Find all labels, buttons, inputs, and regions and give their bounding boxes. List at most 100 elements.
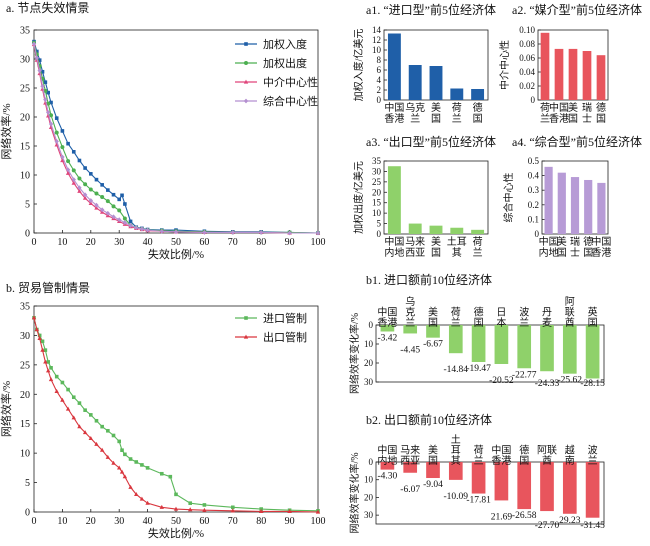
bar <box>596 55 606 100</box>
data-point <box>66 387 70 392</box>
data-point <box>60 129 65 133</box>
category-label: 美 <box>428 306 438 319</box>
data-point <box>83 166 87 170</box>
x-tick-label: 香港 <box>549 113 569 125</box>
bar <box>403 325 418 334</box>
legend-marker <box>243 79 249 84</box>
x-tick-label: 50 <box>171 516 181 527</box>
x-tick-label: 10 <box>57 237 67 248</box>
x-tick-label: 中国 <box>384 101 404 114</box>
data-point <box>43 80 48 84</box>
legend-label: 加权入度 <box>263 37 307 51</box>
data-point <box>105 199 110 204</box>
data-point <box>82 430 88 435</box>
bar <box>585 462 600 518</box>
data-point <box>60 154 65 160</box>
line-chart-b: 0 10 20 30 40 50 60 70 80 90 100 0 5 10 15 20 25 30 35 失效比例… <box>0 302 326 541</box>
x-tick-label: 40 <box>143 237 153 248</box>
category-label: 麦 <box>542 317 552 329</box>
category-label: 越 <box>565 444 575 457</box>
data-point <box>111 433 116 438</box>
x-tick-label: 香港 <box>384 113 404 125</box>
data-point <box>43 348 48 352</box>
y-tick-label: 0.06 <box>519 53 535 63</box>
y-tick-label: 0.5 <box>528 156 540 166</box>
bar <box>380 325 395 332</box>
category-label: 国 <box>519 455 529 467</box>
data-point <box>117 208 122 213</box>
category-label: 联 <box>565 307 575 319</box>
x-tick-label: 80 <box>256 516 266 527</box>
legend-label: 进口管制 <box>263 311 307 325</box>
x-tick-label: 60 <box>199 237 209 248</box>
y-tick-label: 35 <box>20 26 30 37</box>
data-point <box>48 377 54 382</box>
data-point <box>54 388 59 393</box>
category-label: 国 <box>428 455 438 467</box>
data-point <box>77 176 82 181</box>
x-tick-label: 士 <box>582 112 592 125</box>
y-tick-label: 5 <box>25 478 30 489</box>
bar <box>562 325 577 374</box>
data-point <box>105 454 111 459</box>
y-tick-label: 20 <box>20 113 30 124</box>
data-point <box>65 406 71 411</box>
data-point <box>139 496 145 501</box>
y-tick-label: 0.1 <box>528 214 539 224</box>
x-tick-label: 荷 <box>540 102 550 114</box>
x-tick-label: 30 <box>114 516 124 527</box>
data-point <box>111 214 116 220</box>
x-tick-label: 70 <box>228 516 238 527</box>
data-point <box>71 395 76 400</box>
bar <box>584 179 593 234</box>
data-point <box>43 88 48 93</box>
data-point <box>54 374 59 379</box>
data-point <box>83 408 87 412</box>
category-label: 日 <box>496 308 506 319</box>
category-label: 兰 <box>519 316 529 329</box>
data-point <box>128 223 133 228</box>
category-label: 德 <box>474 306 484 319</box>
series-line <box>33 317 319 513</box>
x-tick-label: 90 <box>285 237 295 248</box>
data-point <box>31 315 37 320</box>
data-point <box>173 229 179 235</box>
data-point <box>122 216 127 221</box>
y-axis-label: 加权入度/亿美元 <box>352 29 365 102</box>
y-tick-label: 10 <box>364 339 374 349</box>
data-point <box>134 225 139 231</box>
data-point <box>60 397 65 402</box>
y-tick-label: 2 <box>377 85 382 95</box>
x-tick-label: 80 <box>256 237 266 248</box>
legend-marker <box>244 316 248 320</box>
y-tick-label: 30 <box>20 331 30 342</box>
x-tick-label: 0 <box>32 237 37 248</box>
data-label: -20.52 <box>489 376 514 386</box>
data-point <box>202 503 207 507</box>
y-tick-label: 30 <box>372 166 382 176</box>
data-point <box>119 469 125 474</box>
data-label: -24.33 <box>535 379 560 389</box>
category-label: 本 <box>496 316 506 329</box>
data-point <box>66 159 71 164</box>
data-point <box>123 452 127 457</box>
data-label: 21.69 <box>491 512 513 522</box>
data-point <box>43 97 48 102</box>
y-tick-label: 25 <box>372 177 382 187</box>
x-tick-label: 其 <box>452 247 462 259</box>
category-label: 兰 <box>451 316 461 329</box>
x-tick-label: 90 <box>285 516 295 527</box>
data-point <box>230 508 235 513</box>
category-label: 阿 <box>565 296 575 308</box>
y-tick-label: 0 <box>25 229 30 240</box>
data-point <box>43 359 48 364</box>
data-point <box>111 204 116 209</box>
x-tick-label: 美 <box>431 235 441 248</box>
data-point <box>71 150 76 154</box>
data-point <box>77 185 82 191</box>
bar <box>562 462 577 514</box>
category-label: 兰 <box>405 316 415 329</box>
y-tick-label: 35 <box>372 156 382 166</box>
